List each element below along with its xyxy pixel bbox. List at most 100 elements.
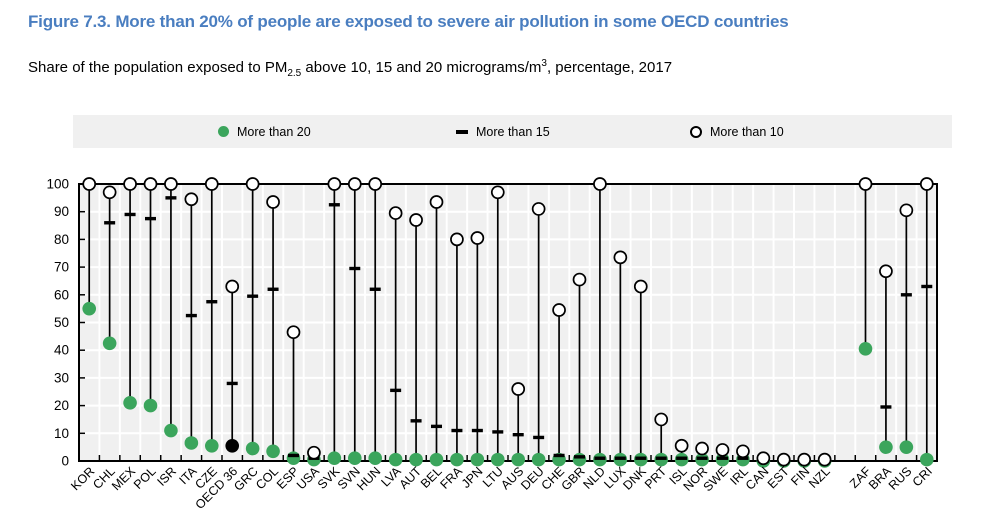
svg-text:50: 50 xyxy=(54,315,69,330)
marker-more-than-10 xyxy=(347,177,362,191)
lollipop-JPN xyxy=(470,231,485,467)
marker-more-than-20 xyxy=(409,452,423,467)
marker-more-than-15 xyxy=(717,456,728,460)
marker-more-than-15 xyxy=(247,294,259,298)
plot-frame xyxy=(78,183,938,462)
legend-item-more-than-15: More than 15 xyxy=(456,115,550,148)
marker-more-than-15 xyxy=(921,284,933,289)
subtitle-text-1: Share of the population exposed to PM xyxy=(28,59,288,76)
lollipop-CZE xyxy=(204,177,219,453)
marker-more-than-10 xyxy=(817,452,832,467)
marker-more-than-10 xyxy=(470,231,485,245)
svg-text:100: 100 xyxy=(46,177,69,192)
marker-more-than-20 xyxy=(470,452,485,467)
marker-more-than-10 xyxy=(286,325,301,340)
marker-more-than-15 xyxy=(288,453,299,458)
marker-more-than-10 xyxy=(736,444,750,459)
lollipop-POL xyxy=(143,177,158,413)
marker-more-than-15 xyxy=(410,419,422,423)
marker-more-than-20 xyxy=(286,451,301,466)
x-axis-label: PRT xyxy=(642,464,670,492)
marker-more-than-10 xyxy=(490,185,505,200)
marker-more-than-10 xyxy=(82,177,97,191)
svg-text:20: 20 xyxy=(54,398,69,413)
lollipop-ISL xyxy=(674,438,689,467)
marker-more-than-10 xyxy=(327,177,342,191)
marker-more-than-20 xyxy=(245,441,260,456)
lollipop-CHL xyxy=(102,185,117,351)
x-axis-label: NZL xyxy=(806,464,833,491)
marker-more-than-20 xyxy=(919,452,934,467)
marker-more-than-10 xyxy=(654,412,669,427)
lollipop-BEL xyxy=(429,195,444,467)
marker-more-than-20 xyxy=(143,398,158,413)
marker-more-than-15 xyxy=(900,293,912,297)
marker-more-than-20 xyxy=(899,440,914,454)
marker-more-than-10 xyxy=(204,177,219,191)
marker-more-than-15 xyxy=(226,381,238,386)
svg-text:40: 40 xyxy=(54,343,69,358)
lollipop-SVK xyxy=(327,177,342,466)
lollipop-GRC xyxy=(245,177,260,456)
marker-more-than-15 xyxy=(349,266,361,271)
marker-more-than-10 xyxy=(388,206,403,220)
lollipop-SVN xyxy=(347,177,362,466)
lollipop-LVA xyxy=(388,206,403,467)
lollipop-USA xyxy=(307,445,321,467)
marker-more-than-15 xyxy=(676,456,688,460)
lollipop-AUS xyxy=(511,382,526,467)
marker-more-than-10 xyxy=(756,451,771,466)
lollipop-OECD-36 xyxy=(225,279,240,453)
svg-text:90: 90 xyxy=(54,204,69,219)
subtitle-text-2: above 10, 15 and 20 micrograms/m xyxy=(301,59,542,76)
marker-more-than-10 xyxy=(143,177,158,191)
x-axis-label: SWE xyxy=(701,464,731,494)
marker-more-than-10 xyxy=(715,443,730,457)
marker-more-than-20 xyxy=(347,451,362,466)
marker-more-than-15 xyxy=(574,455,585,459)
lollipop-ESP xyxy=(286,325,301,466)
marker-more-than-10 xyxy=(531,202,546,216)
marker-more-than-20 xyxy=(327,451,342,466)
legend-label: More than 15 xyxy=(476,124,550,139)
marker-more-than-15 xyxy=(471,428,483,433)
marker-more-than-15 xyxy=(145,216,156,221)
marker-more-than-15 xyxy=(492,430,504,434)
svg-text:0: 0 xyxy=(61,454,69,469)
marker-more-than-10 xyxy=(776,452,791,467)
marker-more-than-10 xyxy=(797,452,812,467)
marker-more-than-20 xyxy=(388,452,403,467)
svg-text:80: 80 xyxy=(54,232,69,247)
lollipop-MEX xyxy=(123,177,137,410)
lollipop-FIN xyxy=(797,452,812,468)
lollipop-AUT xyxy=(409,213,423,467)
marker-more-than-20 xyxy=(204,438,219,453)
subtitle-superscript: 3 xyxy=(541,58,547,69)
dash-icon xyxy=(456,129,468,134)
lollipop-ITA xyxy=(184,192,199,450)
marker-more-than-15 xyxy=(655,456,667,460)
marker-more-than-15 xyxy=(614,456,626,460)
lollipop-LTU xyxy=(490,185,505,467)
marker-more-than-10 xyxy=(245,177,260,191)
marker-more-than-10 xyxy=(572,272,587,287)
marker-more-than-20 xyxy=(225,438,240,453)
lollipop-GBR xyxy=(572,272,587,467)
lollipop-LUX xyxy=(613,250,628,467)
marker-more-than-15 xyxy=(594,456,606,460)
marker-more-than-15 xyxy=(533,435,545,440)
filled-circle-icon xyxy=(218,126,229,137)
lollipop-IRL xyxy=(736,444,750,467)
lollipop-CAN xyxy=(756,451,771,468)
marker-more-than-10 xyxy=(695,441,709,456)
marker-more-than-10 xyxy=(307,445,321,460)
lollipop-ZAF xyxy=(858,177,873,356)
svg-text:60: 60 xyxy=(54,287,69,302)
legend-item-more-than-10: More than 10 xyxy=(690,115,784,148)
marker-more-than-10 xyxy=(429,195,444,209)
marker-more-than-10 xyxy=(552,303,566,317)
marker-more-than-10 xyxy=(879,264,893,279)
marker-more-than-10 xyxy=(633,279,648,294)
